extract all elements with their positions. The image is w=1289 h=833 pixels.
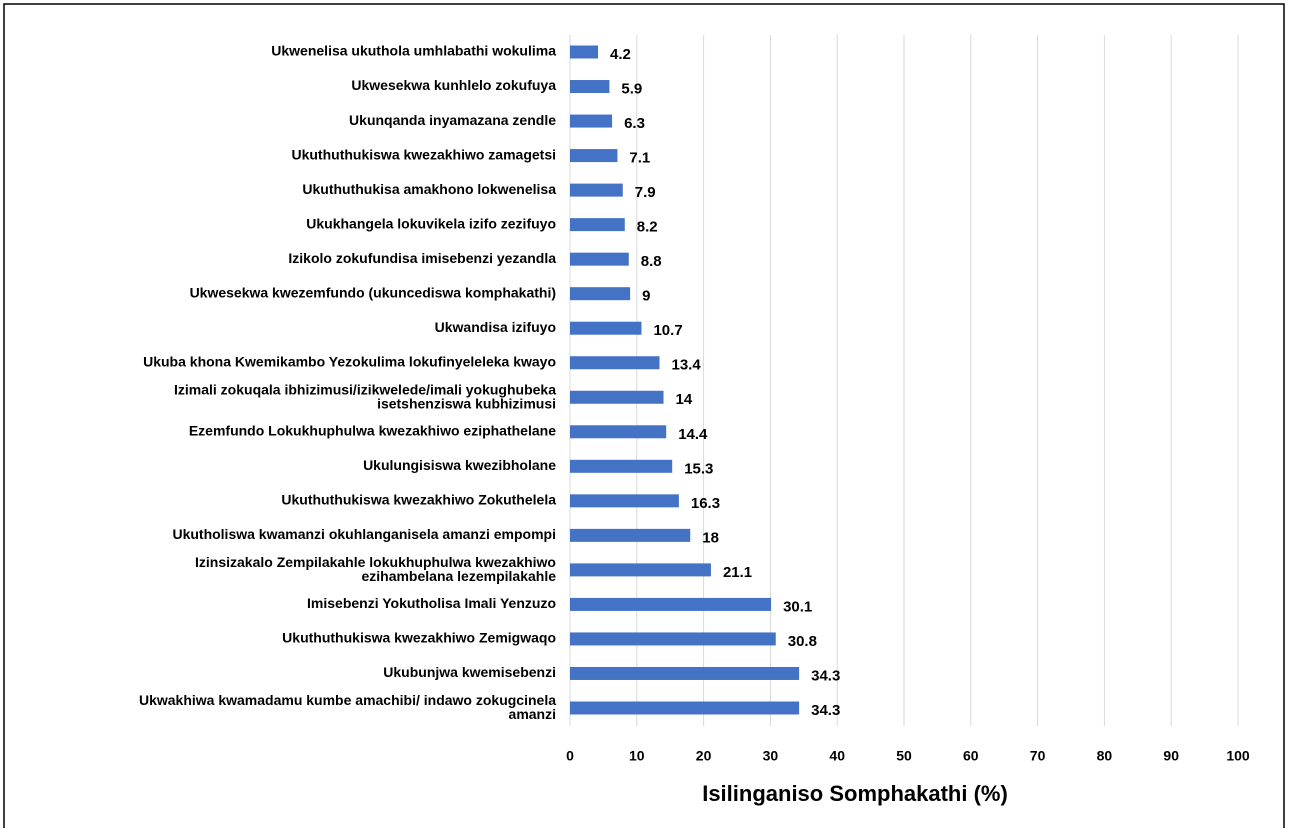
bar <box>570 528 691 542</box>
x-tick-label: 0 <box>566 748 574 764</box>
value-label: 34.3 <box>811 702 840 719</box>
category-label: Ukunqanda inyamazana zendle <box>349 112 556 128</box>
x-axis-title: Isilinganiso Somphakathi (%) <box>702 781 1008 806</box>
bar <box>570 390 664 404</box>
bar <box>570 597 772 611</box>
category-label: Ukuthuthukisa amakhono lokwenelisa <box>302 181 556 197</box>
bar <box>570 45 599 59</box>
value-label: 14 <box>676 391 693 408</box>
value-label: 18 <box>702 529 719 546</box>
value-label: 4.2 <box>610 46 631 63</box>
bar <box>570 666 800 680</box>
x-tick-label: 10 <box>629 748 645 764</box>
bar <box>570 218 625 232</box>
category-label: Ukuthuthukiswa kwezakhiwo Zokuthelela <box>281 492 556 508</box>
category-label: Izikolo zokufundisa imisebenzi yezandla <box>288 250 556 266</box>
chart-frame <box>3 3 1285 833</box>
value-label: 15.3 <box>684 460 713 477</box>
category-label: Izimali zokuqala ibhizimusi/izikwelede/i… <box>174 381 556 411</box>
category-label: Ukwakhiwa kwamadamu kumbe amachibi/ inda… <box>139 692 556 722</box>
category-label: Ukwesekwa kwezemfundo (ukuncediswa komph… <box>190 284 556 300</box>
category-label: Ukwesekwa kunhlelo zokufuya <box>351 77 556 93</box>
x-tick-label: 90 <box>1163 748 1179 764</box>
category-label: Ezemfundo Lokukhuphulwa kwezakhiwo eziph… <box>189 422 556 438</box>
bar <box>570 701 800 715</box>
category-label: Ukuthuthukiswa kwezakhiwo Zemigwaqo <box>282 630 556 646</box>
category-label: Ukwandisa izifuyo <box>435 319 556 335</box>
category-label: Ukwenelisa ukuthola umhlabathi wokulima <box>271 43 556 59</box>
bar <box>570 494 679 508</box>
value-label: 14.4 <box>678 426 708 443</box>
value-label: 16.3 <box>691 495 720 512</box>
category-label: Ukutholiswa kwamanzi okuhlanganisela ama… <box>172 526 556 542</box>
x-tick-label: 20 <box>696 748 712 764</box>
bar <box>570 80 610 94</box>
x-tick-label: 40 <box>829 748 845 764</box>
value-label: 9 <box>642 288 650 305</box>
x-tick-label: 60 <box>963 748 979 764</box>
value-label: 10.7 <box>653 322 682 339</box>
x-tick-label: 50 <box>896 748 912 764</box>
value-label: 34.3 <box>811 667 840 684</box>
value-label: 7.9 <box>635 184 656 201</box>
category-label: Ukulungisiswa kwezibholane <box>363 457 556 473</box>
value-label: 13.4 <box>672 357 702 374</box>
bar <box>570 632 776 646</box>
bar <box>570 183 623 197</box>
category-label: Ukuthuthukiswa kwezakhiwo zamagetsi <box>291 146 556 162</box>
category-label: Izinsizakalo Zempilakahle lokukhuphulwa … <box>195 554 556 584</box>
bar <box>570 114 613 128</box>
value-label: 21.1 <box>723 564 752 581</box>
bar <box>570 321 642 335</box>
bar <box>570 459 673 473</box>
x-tick-label: 30 <box>763 748 779 764</box>
bar <box>570 356 660 370</box>
value-label: 30.1 <box>783 598 812 615</box>
bar <box>570 563 711 577</box>
value-label: 8.2 <box>637 219 658 236</box>
value-label: 5.9 <box>621 80 642 97</box>
bar <box>570 252 629 266</box>
value-label: 30.8 <box>788 633 817 650</box>
category-label: Imisebenzi Yokutholisa Imali Yenzuzo <box>307 595 556 611</box>
value-label: 6.3 <box>624 115 645 132</box>
category-label: Ukubunjwa kwemisebenzi <box>383 664 556 680</box>
x-tick-label: 100 <box>1226 748 1250 764</box>
category-label: Ukukhangela lokuvikela izifo zezifuyo <box>306 215 556 231</box>
x-tick-label: 70 <box>1030 748 1046 764</box>
x-tick-label: 80 <box>1097 748 1113 764</box>
value-label: 8.8 <box>641 253 662 270</box>
bar <box>570 287 631 301</box>
category-label: Ukuba khona Kwemikambo Yezokulima lokufi… <box>143 353 556 369</box>
bar <box>570 149 618 163</box>
value-label: 7.1 <box>629 150 650 167</box>
bar <box>570 425 667 439</box>
